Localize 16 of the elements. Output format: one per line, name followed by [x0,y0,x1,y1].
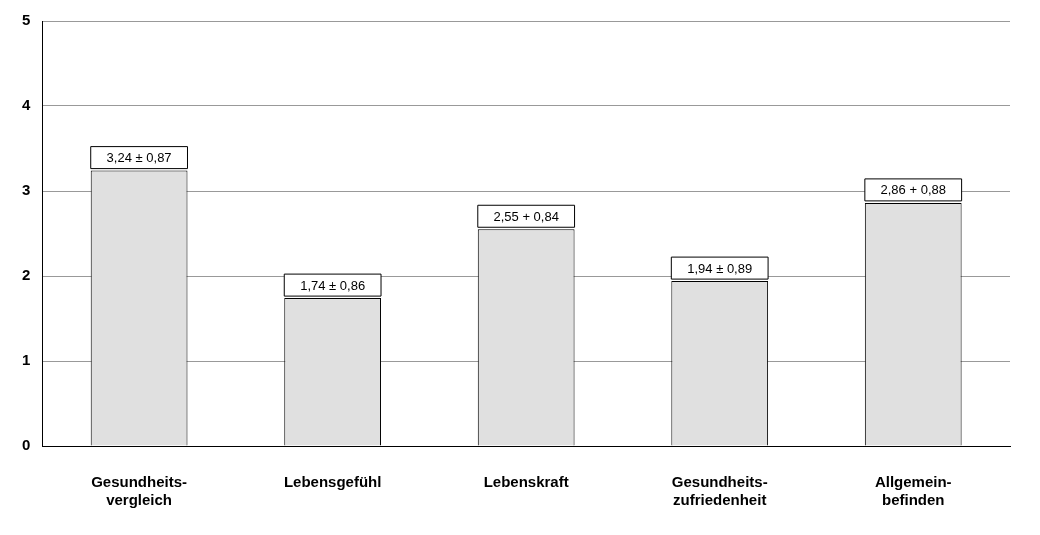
y-tick-label: 2 [22,266,31,284]
x-tick-label: Gesundheits- zufriedenheit [671,473,768,509]
y-tick-label: 0 [22,436,31,454]
x-tick-label: Gesundheits- vergleich [91,473,188,509]
data-label: 1,74 ± 0,86 [300,277,366,293]
y-tick-label: 4 [22,96,31,114]
data-label: 3,24 ± 0,87 [106,150,172,166]
y-tick-label: 5 [22,11,31,29]
y-tick-label: 3 [22,181,31,199]
x-tick-label: Lebensgefühl [283,473,382,491]
x-tick-label: Lebenskraft [483,473,569,491]
x-tick-label: Allgemein- befinden [874,473,952,509]
y-tick-label: 1 [22,351,31,369]
data-label: 2,55 + 0,84 [493,208,559,224]
data-label: 1,94 ± 0,89 [687,260,753,276]
data-label: 2,86 + 0,88 [880,182,946,198]
